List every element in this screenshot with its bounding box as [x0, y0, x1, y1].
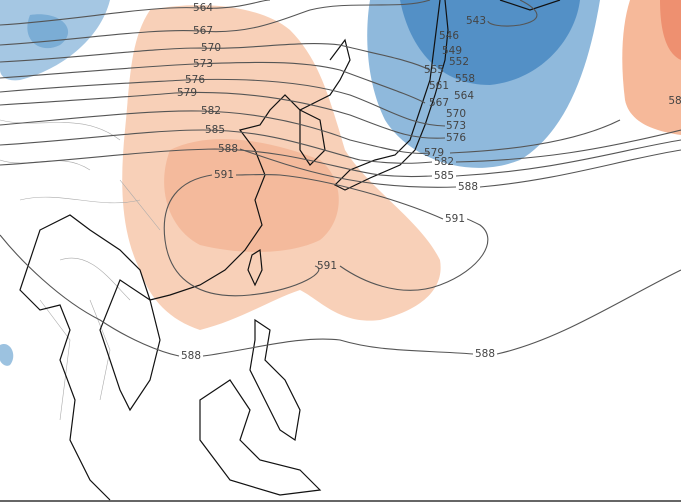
contour-label: 591	[317, 260, 337, 272]
border-lines	[0, 119, 161, 421]
contour	[0, 78, 446, 127]
contour	[0, 91, 446, 139]
contour	[163, 174, 489, 297]
contour-label: 579	[424, 147, 444, 159]
contour-label: 549	[442, 45, 462, 57]
contour	[487, 0, 538, 27]
contour-label: 579	[177, 87, 197, 99]
contour-label: 588	[458, 181, 478, 193]
coast	[249, 318, 301, 442]
coast	[199, 379, 322, 496]
contours	[0, 0, 681, 357]
contour-label: 570	[201, 42, 221, 54]
contour	[0, 139, 681, 178]
contour-label: 582	[434, 156, 454, 168]
contour-label: 582	[201, 105, 221, 117]
contour	[0, 61, 426, 104]
negative-anomaly	[27, 14, 69, 49]
contour-label: 564	[193, 2, 213, 14]
contour	[0, 0, 431, 46]
contour-label: 588	[218, 143, 238, 155]
contour-label: 567	[193, 25, 213, 37]
negative-anomaly	[0, 344, 14, 366]
contour-label: 570	[446, 108, 466, 120]
contour	[0, 129, 681, 164]
anomaly-shading	[0, 0, 681, 366]
coastlines	[19, 0, 561, 501]
contour-label: 558	[455, 73, 475, 85]
positive-anomaly	[660, 0, 681, 60]
contour-label: 543	[466, 15, 486, 27]
contour-label: 585	[434, 170, 454, 182]
contour-label: 564	[454, 90, 474, 102]
coast	[333, 0, 561, 191]
contour	[0, 43, 431, 71]
contour-label: 588	[181, 350, 201, 362]
contour-label: 573	[193, 58, 213, 70]
negative-anomaly	[400, 0, 580, 85]
coast	[19, 38, 351, 501]
contour	[0, 110, 621, 154]
contour	[0, 148, 681, 357]
contour-label: 546	[439, 30, 459, 42]
contour-label: 58	[668, 95, 681, 107]
contour-label: 576	[446, 132, 466, 144]
contour-label: 552	[449, 56, 469, 68]
contour-label: 585	[205, 124, 225, 136]
contour-label: 576	[185, 74, 205, 86]
coast	[99, 279, 161, 412]
coast	[247, 248, 263, 287]
contour-label: 591	[445, 213, 465, 225]
contour	[0, 0, 271, 26]
contour-label: 591	[214, 169, 234, 181]
contour-label: 567	[429, 97, 449, 109]
contour-label: 561	[429, 80, 449, 92]
contour-label: 573	[446, 120, 466, 132]
contour-label: 555	[424, 64, 444, 76]
contour-label: 588	[475, 348, 495, 360]
borders	[0, 119, 161, 421]
